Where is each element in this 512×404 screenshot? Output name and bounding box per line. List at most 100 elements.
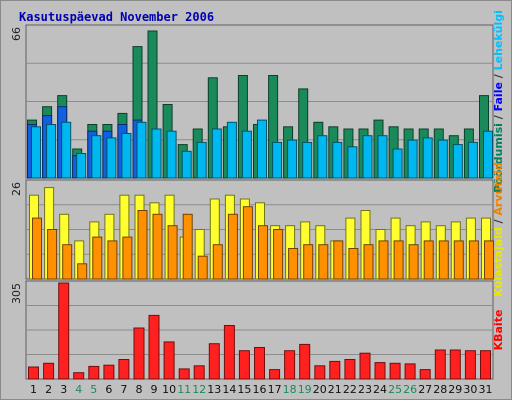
x-tick-label: 17: [268, 383, 282, 396]
bar: [223, 325, 235, 380]
bar: [348, 248, 359, 280]
bar: [238, 350, 250, 380]
bar: [32, 217, 42, 280]
bar: [121, 133, 132, 179]
bar: [269, 369, 281, 380]
x-tick-label: 24: [373, 383, 387, 396]
bar: [28, 366, 39, 380]
chart-panel: 305: [10, 280, 494, 380]
legend-separator: /: [492, 70, 505, 82]
bar: [106, 137, 117, 179]
legend-separator: /: [492, 216, 505, 228]
legend-item: KBaite: [492, 310, 505, 351]
bar: [404, 363, 416, 380]
chart-panel: 66: [10, 24, 494, 179]
x-tick-label: 27: [418, 383, 432, 396]
bar: [299, 343, 311, 380]
x-tick-label: 22: [343, 383, 357, 396]
bar: [438, 240, 449, 280]
legend-item: Arvuteid: [492, 162, 505, 215]
chart-legends: Pöördumisi / Faile / Lehekülgi Külastajai…: [492, 10, 505, 350]
bar: [484, 240, 494, 280]
x-tick-label: 14: [222, 383, 236, 396]
x-tick-label: 7: [120, 383, 127, 396]
bar: [212, 244, 223, 280]
bar: [449, 349, 461, 380]
bar: [193, 365, 205, 380]
bar: [377, 135, 388, 179]
bar: [453, 240, 464, 280]
x-tick-label: 26: [403, 383, 417, 396]
bar: [133, 327, 145, 380]
legend-label: KBaite: [492, 310, 505, 351]
x-tick-label: 28: [433, 383, 447, 396]
bar: [374, 362, 386, 380]
bar: [480, 350, 491, 380]
bar: [258, 225, 268, 280]
bar: [91, 135, 102, 179]
bar: [242, 206, 253, 280]
bar: [389, 362, 401, 380]
bar: [151, 128, 162, 179]
x-tick-label: 15: [237, 383, 251, 396]
bar: [329, 360, 341, 380]
bar: [241, 130, 252, 179]
bar: [77, 263, 88, 280]
bar: [257, 119, 267, 179]
bar: [148, 314, 160, 380]
x-tick-label: 2: [45, 383, 52, 396]
bar: [166, 130, 177, 179]
bar: [408, 244, 419, 280]
legend-item: Külastajaid: [492, 227, 505, 296]
legend-label: Pöördumisi / Faile / Lehekülgi: [492, 10, 505, 193]
bar: [467, 141, 478, 179]
bar: [363, 244, 374, 280]
bar: [137, 210, 148, 280]
bar: [378, 240, 389, 280]
x-tick-label: 5: [90, 383, 97, 396]
bar: [58, 282, 70, 380]
x-tick-label: 4: [75, 383, 82, 396]
bar: [468, 240, 479, 280]
bar: [182, 213, 193, 280]
bar: [273, 229, 284, 280]
x-tick-label: 20: [313, 383, 327, 396]
x-tick-label: 12: [192, 383, 206, 396]
bar: [392, 148, 403, 179]
x-tick-label: 3: [60, 383, 67, 396]
legend-separator: /: [492, 111, 505, 123]
bar: [136, 121, 147, 179]
bar: [347, 146, 358, 179]
chart-panels: 66 26 305: [10, 24, 494, 380]
bar: [167, 225, 178, 280]
bar: [62, 244, 73, 280]
bar: [359, 352, 371, 380]
bar: [178, 368, 190, 380]
bar: [197, 255, 208, 280]
bar: [464, 350, 476, 380]
bar: [118, 359, 130, 380]
x-tick-label: 31: [479, 383, 493, 396]
bar: [92, 236, 103, 280]
y-axis-max-label: 305: [10, 283, 23, 304]
x-tick-label: 10: [162, 383, 176, 396]
bar: [208, 343, 220, 380]
legend-item: Pöördumisi: [492, 123, 505, 193]
bar: [344, 359, 356, 380]
x-tick-label: 25: [388, 383, 402, 396]
chart-panel: 26: [10, 179, 494, 280]
x-tick-label: 11: [177, 383, 191, 396]
x-tick-label: 23: [358, 383, 372, 396]
bar: [452, 144, 463, 179]
bar: [73, 372, 85, 380]
bar: [303, 244, 314, 280]
bar: [272, 141, 283, 179]
bar: [314, 365, 326, 380]
x-tick-label: 18: [283, 383, 297, 396]
bar: [181, 150, 192, 179]
bar: [122, 236, 133, 280]
bar: [43, 362, 55, 380]
bar: [317, 135, 328, 179]
